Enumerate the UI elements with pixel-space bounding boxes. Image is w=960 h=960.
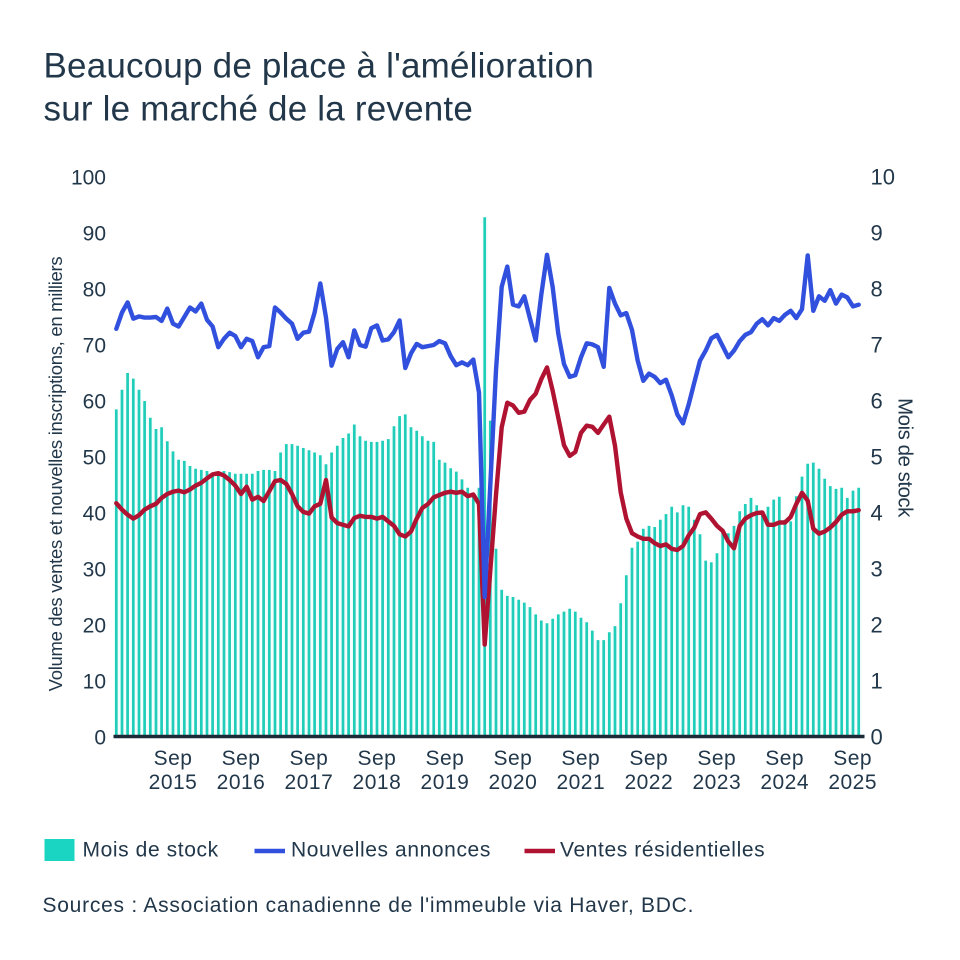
svg-text:Sep: Sep [289, 747, 328, 770]
svg-text:7: 7 [871, 333, 883, 358]
svg-text:Sep: Sep [357, 747, 396, 770]
svg-text:2025: 2025 [828, 771, 877, 794]
svg-text:2019: 2019 [421, 771, 470, 794]
svg-text:Sep: Sep [697, 747, 736, 770]
svg-text:90: 90 [83, 222, 106, 245]
svg-text:2021: 2021 [556, 771, 605, 794]
svg-text:Sep: Sep [154, 747, 193, 770]
svg-text:70: 70 [83, 334, 106, 357]
svg-text:100: 100 [71, 166, 106, 189]
svg-text:Sep: Sep [222, 747, 261, 770]
svg-text:2020: 2020 [489, 771, 538, 794]
svg-text:0: 0 [871, 725, 883, 750]
svg-text:10: 10 [871, 165, 895, 190]
svg-text:Nouvelles annonces: Nouvelles annonces [291, 839, 491, 862]
svg-text:Sep: Sep [833, 747, 872, 770]
svg-text:Volume des ventes et nouvelles: Volume des ventes et nouvelles inscripti… [45, 257, 66, 692]
svg-text:Sep: Sep [765, 747, 804, 770]
svg-text:2017: 2017 [285, 771, 334, 794]
svg-text:Ventes résidentielles: Ventes résidentielles [560, 839, 765, 862]
svg-text:3: 3 [871, 557, 883, 582]
svg-text:Sep: Sep [425, 747, 464, 770]
svg-text:2022: 2022 [624, 771, 673, 794]
svg-text:Mois de stock: Mois de stock [83, 839, 219, 862]
svg-text:80: 80 [83, 278, 106, 301]
svg-text:30: 30 [83, 558, 106, 581]
svg-text:2023: 2023 [692, 771, 741, 794]
svg-text:sur le marché de la revente: sur le marché de la revente [44, 90, 474, 129]
svg-text:2018: 2018 [353, 771, 402, 794]
svg-text:8: 8 [871, 277, 883, 302]
svg-text:0: 0 [94, 726, 106, 749]
svg-text:40: 40 [83, 502, 106, 525]
svg-text:Mois de stock: Mois de stock [894, 398, 917, 518]
svg-text:1: 1 [871, 669, 883, 694]
svg-text:2015: 2015 [149, 771, 198, 794]
svg-text:6: 6 [871, 389, 883, 414]
svg-text:20: 20 [83, 614, 106, 637]
svg-text:Sep: Sep [629, 747, 668, 770]
svg-text:2024: 2024 [760, 771, 809, 794]
svg-text:10: 10 [83, 670, 106, 693]
svg-text:60: 60 [83, 390, 106, 413]
svg-text:Beaucoup de place à l'améliora: Beaucoup de place à l'amélioration [44, 47, 595, 86]
svg-text:50: 50 [83, 446, 106, 469]
svg-text:4: 4 [871, 501, 883, 526]
svg-text:Sep: Sep [561, 747, 600, 770]
svg-text:2: 2 [871, 613, 883, 638]
svg-text:2016: 2016 [217, 771, 266, 794]
svg-text:9: 9 [871, 221, 883, 246]
svg-text:5: 5 [871, 445, 883, 470]
svg-text:Sep: Sep [493, 747, 532, 770]
svg-text:Sources : Association canadien: Sources : Association canadienne de l'im… [43, 894, 695, 917]
